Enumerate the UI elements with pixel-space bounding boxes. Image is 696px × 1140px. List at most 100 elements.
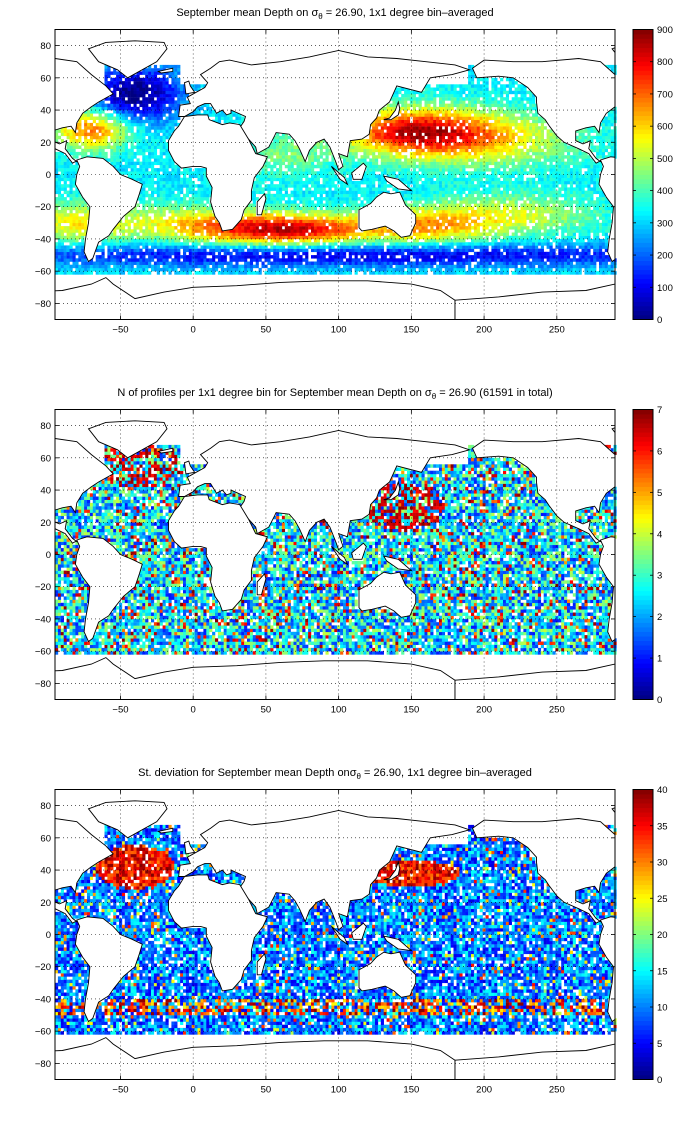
heatmap-cell — [297, 207, 300, 210]
heatmap-cell — [148, 120, 151, 123]
heatmap-cell — [282, 149, 285, 152]
heatmap-cell — [282, 223, 285, 226]
heatmap-cell — [401, 123, 404, 126]
heatmap-cell — [439, 88, 442, 91]
heatmap-cell — [329, 229, 332, 232]
heatmap-cell — [166, 110, 169, 113]
heatmap-cell — [334, 210, 337, 213]
heatmap-cell — [160, 162, 163, 165]
heatmap-cell — [137, 216, 140, 219]
heatmap-cell — [166, 88, 169, 91]
heatmap-cell — [169, 223, 172, 226]
heatmap-cell — [250, 210, 253, 213]
heatmap-cell — [323, 223, 326, 226]
heatmap-cell — [183, 252, 186, 255]
heatmap-cell — [259, 239, 262, 242]
heatmap-cell — [116, 136, 119, 139]
heatmap-cell — [445, 200, 448, 203]
heatmap-cell — [308, 268, 311, 271]
heatmap-cell — [67, 249, 70, 252]
heatmap-cell — [308, 181, 311, 184]
heatmap-cell — [61, 216, 64, 219]
heatmap-cell — [285, 252, 288, 255]
heatmap-cell — [171, 104, 174, 107]
heatmap-cell — [390, 162, 393, 165]
heatmap-cell — [238, 268, 241, 271]
heatmap-cell — [439, 136, 442, 139]
heatmap-cell — [160, 113, 163, 116]
heatmap-cell — [366, 233, 369, 236]
heatmap-cell — [372, 123, 375, 126]
heatmap-cell — [256, 187, 259, 190]
heatmap-cell — [134, 233, 137, 236]
heatmap-cell — [276, 210, 279, 213]
heatmap-cell — [320, 175, 323, 178]
heatmap-cell — [323, 262, 326, 265]
heatmap-cell — [125, 78, 128, 81]
heatmap-cell — [381, 242, 384, 245]
heatmap-cell — [134, 81, 137, 84]
heatmap-cell — [433, 268, 436, 271]
heatmap-cell — [401, 268, 404, 271]
heatmap-cell — [288, 207, 291, 210]
heatmap-cell — [134, 78, 137, 81]
heatmap-cell — [363, 178, 366, 181]
heatmap-cell — [142, 268, 145, 271]
heatmap-cell — [154, 175, 157, 178]
heatmap-cell — [166, 242, 169, 245]
heatmap-cell — [427, 126, 430, 129]
heatmap-cell — [262, 252, 265, 255]
heatmap-cell — [273, 262, 276, 265]
heatmap-cell — [433, 117, 436, 120]
heatmap-cell — [413, 252, 416, 255]
heatmap-cell — [349, 191, 352, 194]
heatmap-cell — [148, 197, 151, 200]
heatmap-cell — [355, 213, 358, 216]
heatmap-cell — [87, 265, 90, 268]
heatmap-cell — [372, 255, 375, 258]
heatmap-cell — [154, 155, 157, 158]
heatmap-cell — [122, 249, 125, 252]
heatmap-cell — [78, 200, 81, 203]
heatmap-cell — [131, 252, 134, 255]
heatmap-cell — [137, 245, 140, 248]
heatmap-cell — [448, 168, 451, 171]
heatmap-cell — [407, 181, 410, 184]
heatmap-cell — [174, 242, 177, 245]
heatmap-cell — [323, 271, 326, 274]
heatmap-cell — [186, 187, 189, 190]
heatmap-cell — [369, 187, 372, 190]
heatmap-cell — [413, 207, 416, 210]
heatmap-cell — [361, 242, 364, 245]
heatmap-cell — [314, 155, 317, 158]
heatmap-cell — [422, 165, 425, 168]
heatmap-cell — [267, 226, 270, 229]
heatmap-cell — [128, 78, 131, 81]
heatmap-cell — [221, 255, 224, 258]
heatmap-cell — [134, 133, 137, 136]
heatmap-cell — [355, 194, 358, 197]
heatmap-cell — [349, 149, 352, 152]
heatmap-cell — [78, 133, 81, 136]
heatmap-cell — [116, 265, 119, 268]
heatmap-cell — [308, 262, 311, 265]
heatmap-cell — [279, 178, 282, 181]
heatmap-cell — [75, 142, 78, 145]
heatmap-cell — [410, 175, 413, 178]
heatmap-cell — [294, 207, 297, 210]
heatmap-cell — [151, 146, 154, 149]
heatmap-cell — [349, 223, 352, 226]
heatmap-cell — [384, 265, 387, 268]
heatmap-cell — [201, 207, 204, 210]
heatmap-cell — [64, 271, 67, 274]
heatmap-cell — [416, 220, 419, 223]
heatmap-cell — [288, 162, 291, 165]
heatmap-cell — [137, 91, 140, 94]
heatmap-cell — [366, 249, 369, 252]
heatmap-cell — [404, 245, 407, 248]
heatmap-cell — [177, 223, 180, 226]
heatmap-cell — [267, 258, 270, 261]
heatmap-cell — [384, 184, 387, 187]
heatmap-cell — [425, 200, 428, 203]
heatmap-cell — [163, 262, 166, 265]
